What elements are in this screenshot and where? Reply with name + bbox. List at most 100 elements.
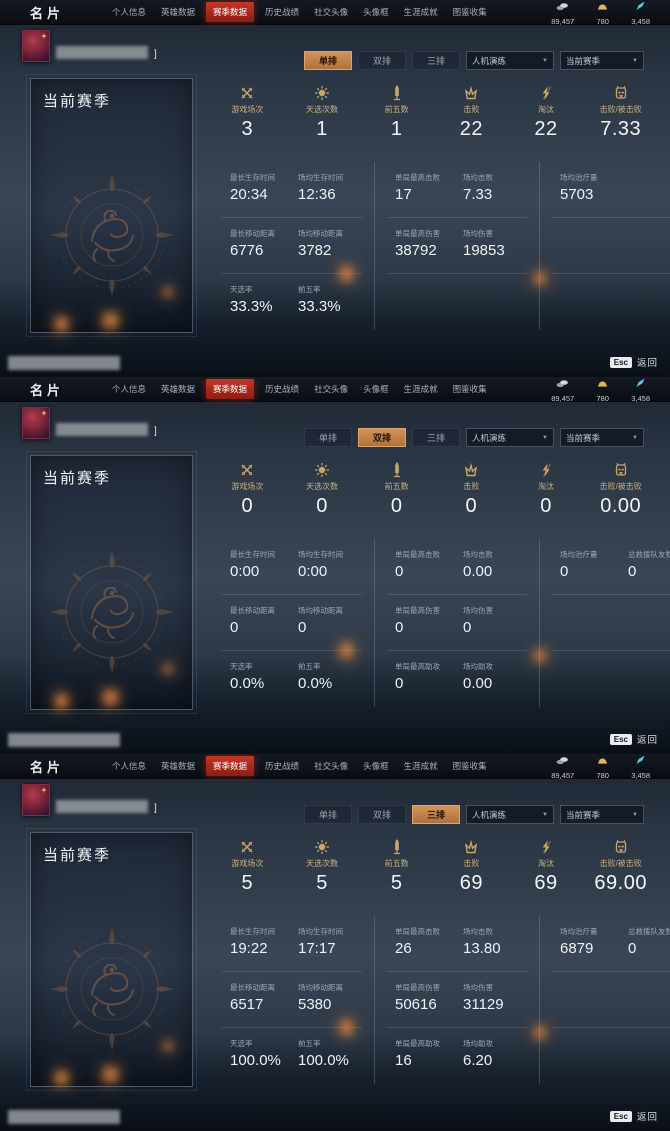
tab-avatar-frame[interactable]: 头像框 bbox=[363, 384, 389, 394]
grid-cell: 最长生存时间 19:22 bbox=[230, 927, 275, 957]
lantern-glow bbox=[163, 664, 173, 674]
grid-cell: 场均伤害 31129 bbox=[463, 983, 504, 1013]
current-season-card: 当前赛季 bbox=[26, 828, 197, 1091]
stat-top5: 前五数 1 bbox=[359, 84, 434, 141]
tab-career-achievements[interactable]: 生涯成就 bbox=[403, 761, 438, 771]
current-season-card: 当前赛季 bbox=[26, 451, 197, 714]
grid-row: 场均治疗量 0 总救援队友数 0 bbox=[552, 539, 670, 595]
season-dropdown-value: 当前赛季 bbox=[566, 809, 601, 820]
tab-avatar-frame[interactable]: 头像框 bbox=[363, 761, 389, 771]
grid-row: 单局最高助攻 16 场均助攻 6.20 bbox=[387, 1028, 527, 1084]
stat-top5: 前五数 0 bbox=[359, 461, 434, 518]
back-button[interactable]: Esc 返回 bbox=[609, 1109, 658, 1123]
lantern-glow bbox=[55, 694, 68, 708]
blue-gem-icon bbox=[635, 0, 646, 16]
grid-cell bbox=[395, 284, 459, 330]
esc-key: Esc bbox=[609, 1110, 632, 1122]
season-dropdown[interactable]: 当前赛季 ▼ bbox=[560, 805, 644, 824]
tab-match-history[interactable]: 历史战绩 bbox=[265, 384, 300, 394]
tab-hero-data[interactable]: 英雄数据 bbox=[161, 7, 196, 17]
grid-row: 单局最高击败 17 场均击败 7.33 bbox=[387, 162, 527, 218]
panel-body: ] 单排 双排 三排 人机演练 ▼ 当前赛季 ▼ 当前赛季 bbox=[0, 778, 670, 1131]
lantern-glow bbox=[163, 287, 173, 297]
grid-cell: 场均助攻 6.20 bbox=[463, 1039, 493, 1069]
tab-social-avatar[interactable]: 社交头像 bbox=[314, 761, 349, 771]
tab-season-data[interactable]: 赛季数据 bbox=[206, 756, 255, 776]
tab-collection[interactable]: 图鉴收集 bbox=[452, 7, 487, 17]
censored-footer bbox=[8, 1110, 120, 1124]
grid-cell bbox=[560, 1038, 624, 1084]
stat-top5: 前五数 5 bbox=[359, 838, 434, 895]
tab-season-data[interactable]: 赛季数据 bbox=[206, 379, 255, 399]
gold-ingot-icon bbox=[596, 377, 609, 393]
banner-icon bbox=[389, 838, 405, 855]
back-label: 返回 bbox=[636, 358, 658, 369]
mask-icon bbox=[613, 838, 629, 855]
tab-collection[interactable]: 图鉴收集 bbox=[452, 761, 487, 771]
lantern-glow bbox=[340, 1020, 353, 1035]
tab-personal-info[interactable]: 个人信息 bbox=[112, 384, 147, 394]
player-strip: ] bbox=[22, 407, 157, 439]
panel-body: ] 单排 双排 三排 人机演练 ▼ 当前赛季 ▼ 当前赛季 bbox=[0, 24, 670, 377]
grid-cell: 单局最高助攻 16 bbox=[395, 1039, 440, 1069]
back-button[interactable]: Esc 返回 bbox=[609, 355, 658, 369]
queue-tab-duo[interactable]: 双排 bbox=[358, 805, 406, 824]
player-strip: ] bbox=[22, 784, 157, 816]
tab-match-history[interactable]: 历史战绩 bbox=[265, 761, 300, 771]
tab-hero-data[interactable]: 英雄数据 bbox=[161, 384, 196, 394]
mode-dropdown[interactable]: 人机演练 ▼ bbox=[466, 428, 554, 447]
stat-kd: 击败/被击败 69.00 bbox=[583, 838, 658, 895]
crossed-swords-icon bbox=[239, 461, 255, 478]
tab-career-achievements[interactable]: 生涯成就 bbox=[403, 384, 438, 394]
queue-tab-solo[interactable]: 单排 bbox=[304, 51, 352, 70]
top-bar: 名片 个人信息 英雄数据 赛季数据 历史战绩 社交头像 头像框 生涯成就 图鉴收… bbox=[0, 754, 670, 780]
grid-cell: 场均击败 0.00 bbox=[463, 550, 493, 580]
tab-social-avatar[interactable]: 社交头像 bbox=[314, 7, 349, 17]
grid-cell: 前五率 33.3% bbox=[298, 285, 341, 315]
tab-collection[interactable]: 图鉴收集 bbox=[452, 384, 487, 394]
grid-row bbox=[552, 218, 670, 274]
page-title: 名片 bbox=[30, 5, 65, 21]
grid-cell: 前五率 100.0% bbox=[298, 1039, 349, 1069]
tab-social-avatar[interactable]: 社交头像 bbox=[314, 384, 349, 394]
mode-dropdown[interactable]: 人机演练 ▼ bbox=[466, 51, 554, 70]
grid-cell: 场均生存时间 0:00 bbox=[298, 550, 343, 580]
queue-tab-trio[interactable]: 三排 bbox=[412, 428, 460, 447]
tab-career-achievements[interactable]: 生涯成就 bbox=[403, 7, 438, 17]
stat-kd: 击败/被击败 0.00 bbox=[583, 461, 658, 518]
mode-dropdown[interactable]: 人机演练 ▼ bbox=[466, 805, 554, 824]
lantern-glow bbox=[103, 1067, 118, 1082]
grid-cell: 场均移动距离 0 bbox=[298, 606, 343, 636]
detail-stats-grid: 最长生存时间 0:00 场均生存时间 0:00 最长移动距离 0 场均移动距离 0 天选… bbox=[210, 539, 670, 707]
tab-season-data[interactable]: 赛季数据 bbox=[206, 2, 255, 22]
summary-stats-row: 游戏场次 3 天选次数 1 前五数 1 击败 22 淘汰 22 bbox=[210, 84, 658, 141]
tab-match-history[interactable]: 历史战绩 bbox=[265, 7, 300, 17]
grid-cell: 最长生存时间 0:00 bbox=[230, 550, 275, 580]
season-dropdown[interactable]: 当前赛季 ▼ bbox=[560, 51, 644, 70]
queue-tab-duo[interactable]: 双排 bbox=[358, 428, 406, 447]
lantern-glow bbox=[55, 317, 68, 331]
grid-cell: 场均助攻 0.00 bbox=[463, 662, 493, 692]
censored-footer bbox=[8, 356, 120, 370]
queue-tab-trio[interactable]: 三排 bbox=[412, 805, 460, 824]
back-button[interactable]: Esc 返回 bbox=[609, 732, 658, 746]
currency-gems: 3,458 bbox=[631, 0, 650, 26]
avatar[interactable] bbox=[22, 30, 50, 62]
grid-cell: 场均治疗量 0 bbox=[560, 550, 598, 580]
stat-games: 游戏场次 0 bbox=[210, 461, 285, 518]
tab-personal-info[interactable]: 个人信息 bbox=[112, 7, 147, 17]
queue-tab-solo[interactable]: 单排 bbox=[304, 428, 352, 447]
crossed-swords-icon bbox=[239, 84, 255, 101]
avatar[interactable] bbox=[22, 407, 50, 439]
avatar[interactable] bbox=[22, 784, 50, 816]
chevron-down-icon: ▼ bbox=[632, 434, 638, 441]
grid-row bbox=[552, 1028, 670, 1084]
tab-hero-data[interactable]: 英雄数据 bbox=[161, 761, 196, 771]
grid-cell: 前五率 0.0% bbox=[298, 662, 333, 692]
queue-tab-duo[interactable]: 双排 bbox=[358, 51, 406, 70]
queue-tab-trio[interactable]: 三排 bbox=[412, 51, 460, 70]
season-dropdown[interactable]: 当前赛季 ▼ bbox=[560, 428, 644, 447]
tab-avatar-frame[interactable]: 头像框 bbox=[363, 7, 389, 17]
queue-tab-solo[interactable]: 单排 bbox=[304, 805, 352, 824]
tab-personal-info[interactable]: 个人信息 bbox=[112, 761, 147, 771]
